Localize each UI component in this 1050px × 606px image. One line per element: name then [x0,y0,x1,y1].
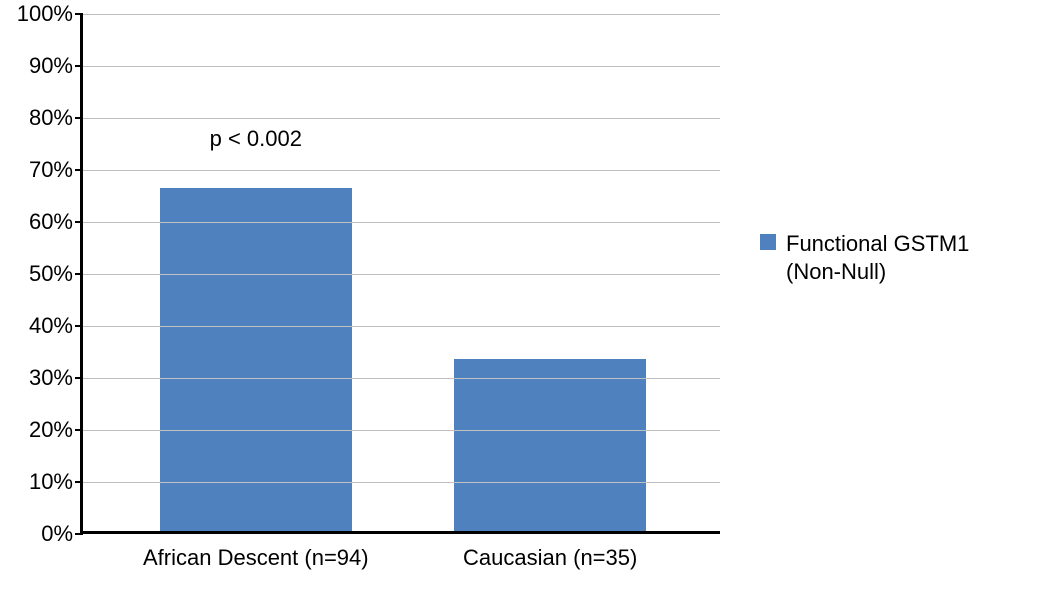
grid-line [83,170,720,171]
y-tick-label: 80% [29,105,83,131]
x-tick-label: Caucasian (n=35) [463,531,637,571]
grid-line [83,378,720,379]
y-tick-label: 60% [29,209,83,235]
y-tick-label: 30% [29,365,83,391]
y-tick-label: 40% [29,313,83,339]
y-tick-label: 50% [29,261,83,287]
bar [454,359,646,531]
p-value-annotation: p < 0.002 [210,126,302,152]
y-tick-label: 0% [41,521,83,547]
grid-line [83,14,720,15]
grid-line [83,118,720,119]
y-tick-label: 70% [29,157,83,183]
grid-line [83,66,720,67]
legend-line-1: Functional GSTM1 [786,230,969,258]
bar [160,188,352,531]
grid-line [83,274,720,275]
grid-line [83,482,720,483]
legend-label: Functional GSTM1 (Non-Null) [786,230,969,285]
y-tick-label: 20% [29,417,83,443]
grid-line [83,222,720,223]
bar-chart: 0% 10% 20% 30% 40% 50% 60% 70% 80% 90% 100% African… [0,0,1050,606]
x-tick-label: African Descent (n=94) [143,531,369,571]
plot-area: 0%10%20%30%40%50%60%70%80%90%100%African… [80,14,720,534]
bars-layer [83,14,720,531]
y-tick-label: 90% [29,53,83,79]
y-tick-label: 10% [29,469,83,495]
grid-line [83,326,720,327]
y-tick-label: 100% [17,1,83,27]
legend-swatch [760,234,776,250]
grid-line [83,430,720,431]
legend: Functional GSTM1 (Non-Null) [760,230,969,285]
legend-line-2: (Non-Null) [786,258,969,286]
